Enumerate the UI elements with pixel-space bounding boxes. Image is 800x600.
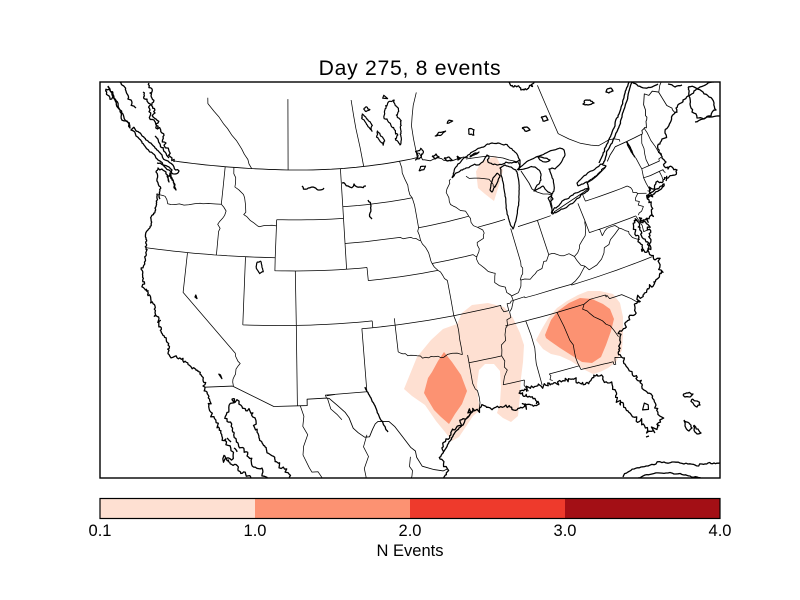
svg-text:0.1: 0.1 <box>89 522 112 540</box>
svg-text:4.0: 4.0 <box>709 522 732 540</box>
svg-text:1.0: 1.0 <box>244 522 267 540</box>
svg-text:2.0: 2.0 <box>399 522 422 540</box>
svg-text:3.0: 3.0 <box>554 522 577 540</box>
svg-text:N Events: N Events <box>377 542 444 560</box>
svg-text:Day 275, 8 events: Day 275, 8 events <box>319 57 502 80</box>
